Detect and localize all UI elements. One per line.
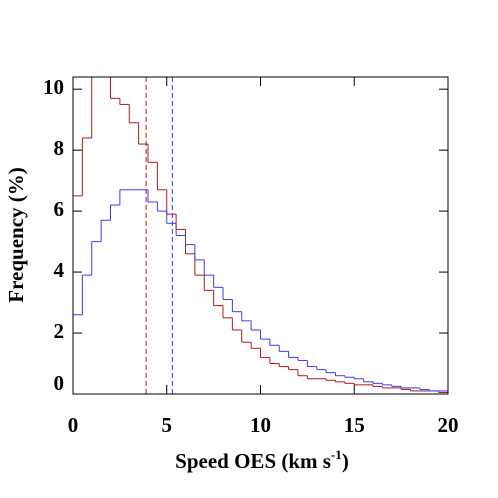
x-tick-label: 15 [344, 413, 365, 437]
x-label-sup: -1 [331, 447, 342, 462]
x-label-text: Speed OES (km s [175, 449, 331, 473]
plot-frame [72, 76, 449, 395]
y-tick-label: 2 [54, 319, 65, 343]
y-tick-label: 4 [54, 258, 65, 282]
x-tick-label: 10 [250, 413, 271, 437]
x-axis-label: Speed OES (km s-1) [175, 447, 349, 473]
y-tick-label: 0 [54, 371, 65, 395]
plot-area [73, 77, 448, 394]
x-tick-label: 5 [162, 413, 173, 437]
y-axis-label: Frequency (%) [4, 167, 28, 303]
x-label-end: ) [342, 449, 349, 473]
y-tick-label: 10 [43, 75, 64, 99]
x-tick-label: 0 [68, 413, 79, 437]
y-tick-label: 6 [54, 197, 65, 221]
x-tick-label: 20 [438, 413, 459, 437]
y-tick-label: 8 [54, 136, 65, 160]
